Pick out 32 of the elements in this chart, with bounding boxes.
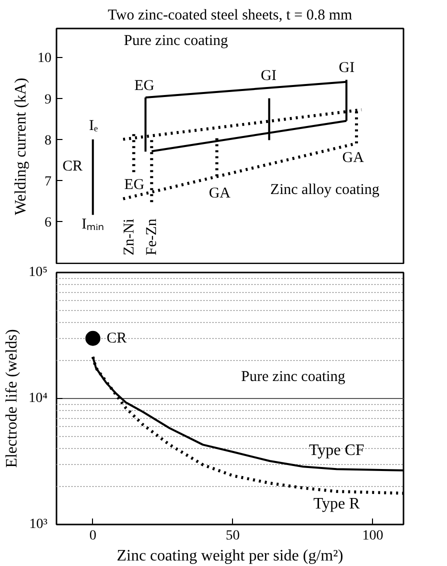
- x-tick-label: 100: [362, 528, 384, 544]
- annotation: GI: [260, 68, 277, 84]
- annotation: GA: [342, 150, 364, 166]
- y-tick-label: 6: [44, 215, 52, 230]
- annotation: CR: [106, 330, 127, 346]
- x-tick-label: 0: [89, 528, 96, 544]
- y-tick-label: 10: [38, 51, 52, 66]
- annotation: EG: [124, 176, 144, 193]
- chart-title: Two zinc-coated steel sheets, t = 0.8 mm: [108, 8, 353, 24]
- annotation: Iₑ: [89, 118, 98, 134]
- annotation: EG: [134, 78, 155, 94]
- annotation: Pure zinc coating: [241, 369, 346, 386]
- y-tick-label: 8: [44, 133, 52, 148]
- annotation: Zinc alloy coating: [270, 182, 380, 198]
- annotation: GA: [208, 185, 231, 202]
- x-tick-label: 50: [226, 528, 240, 544]
- series-label: Type R: [313, 495, 360, 512]
- annotation: Zn-Ni: [121, 218, 138, 256]
- y-axis-title: Welding current (kA): [12, 78, 30, 216]
- series-label: Type CF: [308, 442, 364, 460]
- y-tick-label: 10⁴: [28, 391, 48, 406]
- annotation: Pure zinc coating: [124, 33, 229, 50]
- annotation: CR: [62, 158, 82, 174]
- y-tick-label: 10³: [29, 517, 48, 532]
- y-axis-title: Electrode life (welds): [4, 329, 21, 468]
- annotation: Iₘᵢₙ: [82, 216, 104, 233]
- y-tick-label: 7: [44, 174, 52, 190]
- y-tick-label: 10⁵: [28, 265, 48, 280]
- annotation: Fe-Zn: [144, 218, 160, 256]
- annotation: GI: [338, 60, 355, 76]
- y-tick-label: 9: [44, 92, 52, 108]
- x-axis-title: Zinc coating weight per side (g/m²): [116, 548, 344, 564]
